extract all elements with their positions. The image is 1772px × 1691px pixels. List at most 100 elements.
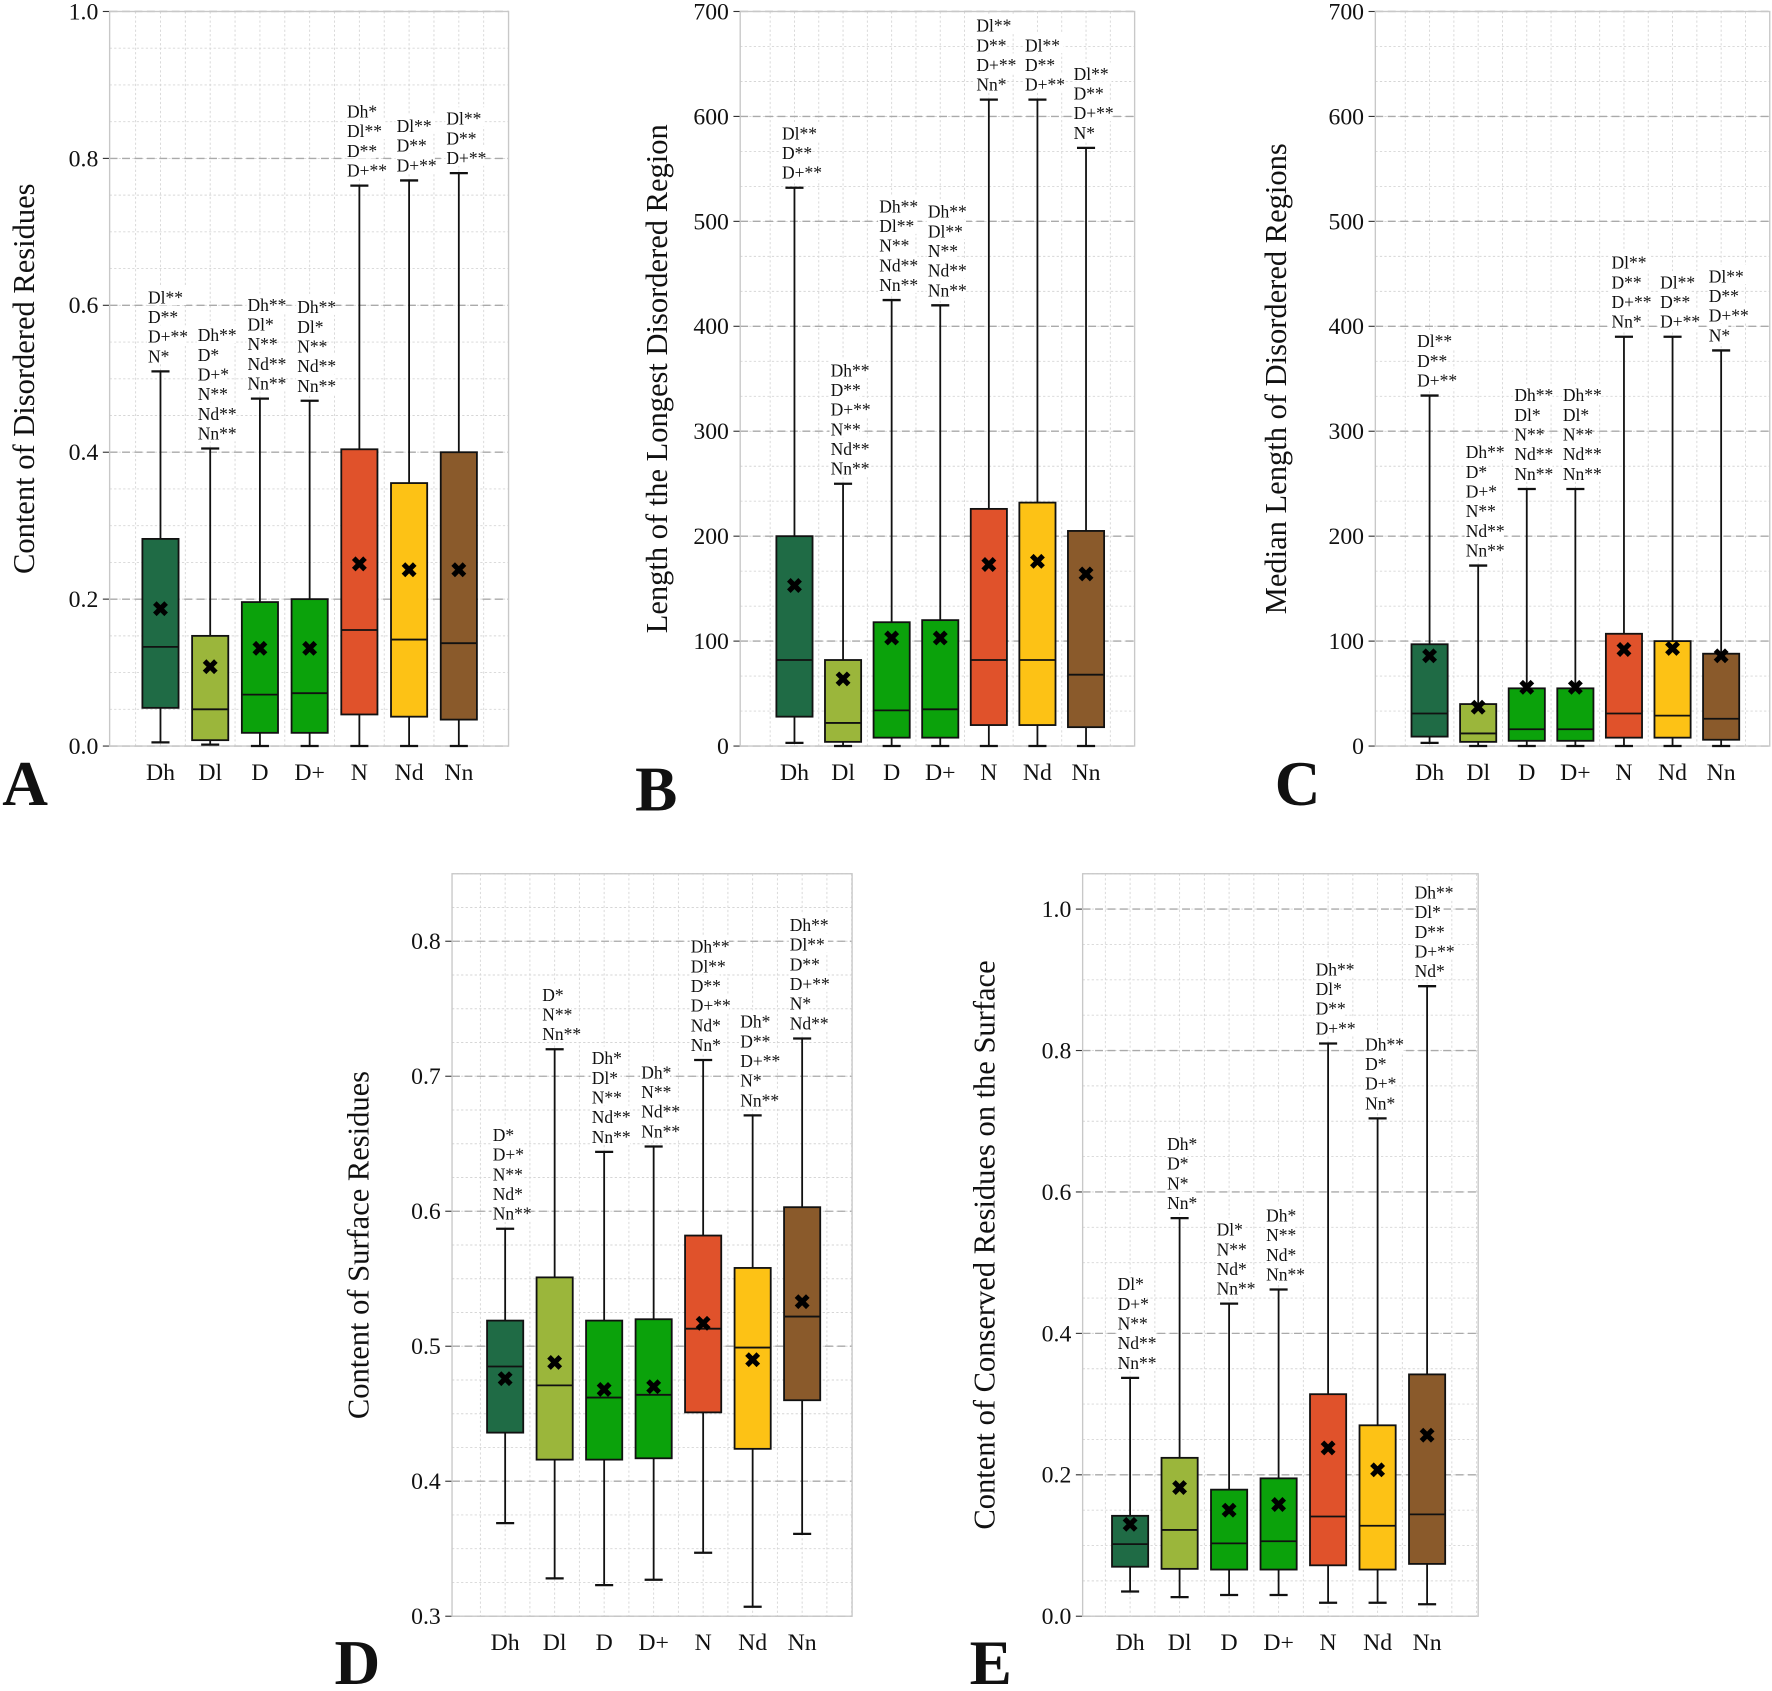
annotation-bg: [146, 305, 177, 325]
significance-annotation: Dl**: [1025, 35, 1060, 55]
y-tick-label: 700: [693, 0, 729, 25]
significance-annotation: Nn**: [879, 275, 918, 295]
annotation-bg: [1561, 462, 1602, 482]
y-tick-label: 0.2: [1042, 1463, 1072, 1489]
y-tick-label: 1.0: [1042, 897, 1072, 923]
significance-annotation: D+**: [782, 163, 822, 183]
significance-annotation: N**: [928, 241, 958, 261]
significance-annotation: Dh**: [790, 915, 829, 935]
y-axis-label: Median Length of Disordered Regions: [1259, 143, 1293, 614]
box-Nd: Dl**D**D+**: [1018, 33, 1065, 748]
annotation-bg: [196, 343, 218, 363]
y-tick-label: 0.6: [1042, 1180, 1072, 1206]
y-tick-label: 400: [693, 314, 729, 340]
annotation-bg: [926, 200, 967, 220]
significance-annotation: N**: [1466, 501, 1496, 521]
annotation-bg: [196, 422, 236, 442]
iqr-box: [439, 451, 478, 721]
annotation-bg: [1513, 442, 1553, 463]
mean-marker: [787, 578, 802, 593]
significance-annotation: D**: [1074, 84, 1104, 104]
x-tick-label: Dh: [491, 1630, 520, 1656]
significance-annotation: N**: [493, 1164, 523, 1184]
x-tick-label: D+: [925, 760, 956, 786]
box-Nn: Dh**Dl*D**D+**Nd*: [1408, 881, 1455, 1606]
significance-annotation: Nn**: [1563, 464, 1602, 484]
annotation-bg: [1364, 1072, 1395, 1092]
mean-marker: [1419, 1427, 1435, 1443]
x-tick-label: Dl: [543, 1630, 567, 1656]
significance-annotation: Dh**: [879, 196, 918, 216]
significance-annotation: Nd**: [247, 354, 286, 374]
annotation-bg: [296, 295, 336, 315]
panel-letter: D: [335, 1628, 381, 1691]
annotation-bg: [780, 161, 821, 181]
significance-annotation: D+**: [691, 996, 731, 1016]
panel-A: 0.00.20.40.60.81.0Dl**D**D+**N*DhDh**D*D…: [2, 0, 510, 819]
significance-annotation: D**: [1612, 272, 1642, 292]
significance-annotation: Nn**: [542, 1024, 581, 1044]
significance-annotation: D+**: [1417, 371, 1457, 391]
x-tick-label: D: [883, 760, 900, 786]
significance-annotation: D**: [1415, 922, 1445, 942]
iqr-box: [535, 1276, 574, 1461]
significance-annotation: N**: [641, 1082, 671, 1102]
x-tick-label: Nd: [738, 1630, 767, 1656]
annotation-bg: [1072, 62, 1112, 82]
annotation-bg: [1513, 462, 1553, 482]
significance-annotation: Dl**: [1074, 64, 1109, 84]
significance-annotation: Nd**: [1466, 521, 1505, 541]
iqr-box: [1018, 501, 1057, 726]
x-tick-label: N: [1320, 1630, 1337, 1656]
annotation-bg: [1464, 440, 1504, 461]
significance-annotation: D+**: [1415, 941, 1455, 961]
box-Nd: Dl**D**D+**: [390, 114, 437, 748]
annotation-bg: [1265, 1204, 1296, 1224]
y-tick-label: 0.8: [69, 146, 99, 172]
x-tick-label: D: [1518, 760, 1535, 786]
mean-marker: [646, 1379, 662, 1395]
annotation-bg: [246, 293, 286, 313]
annotation-bg: [1364, 1052, 1385, 1072]
significance-annotation: Dh**: [691, 937, 730, 957]
annotation-bg: [541, 1022, 581, 1043]
annotation-bg: [1314, 958, 1354, 978]
annotation-bg: [829, 378, 860, 398]
significance-annotation: Nn**: [1118, 1353, 1157, 1373]
significance-annotation: Nd**: [641, 1102, 680, 1122]
annotation-bg: [296, 335, 327, 355]
mean-marker: [1713, 648, 1729, 664]
iqr-box: [1160, 1456, 1199, 1570]
annotation-bg: [1023, 53, 1054, 73]
significance-annotation: Nd**: [790, 1013, 829, 1033]
significance-annotation: Dh**: [247, 295, 286, 315]
significance-annotation: Dl**: [1709, 266, 1744, 286]
annotation-bg: [196, 363, 227, 383]
annotation-bg: [345, 119, 386, 140]
x-tick-label: Nn: [788, 1630, 817, 1656]
y-tick-label: 0.4: [1042, 1321, 1072, 1347]
x-tick-label: N: [351, 760, 368, 786]
mean-marker: [835, 671, 851, 687]
box-D+: Dh*N**Nd**Nn**: [634, 1061, 680, 1581]
mean-marker: [202, 659, 218, 675]
x-tick-label: D: [1221, 1630, 1238, 1656]
iqr-box: [340, 448, 379, 716]
significance-annotation: D**: [740, 1031, 770, 1051]
annotation-bg: [878, 273, 918, 293]
annotation-bg: [146, 325, 187, 345]
box-Nn: Dl**D**D+**: [439, 107, 486, 748]
significance-annotation: Nd**: [592, 1107, 631, 1127]
significance-annotation: D+**: [740, 1051, 780, 1071]
annotation-bg: [1513, 403, 1544, 423]
x-tick-label: N: [980, 760, 997, 786]
significance-annotation: D**: [691, 976, 721, 996]
annotation-bg: [1610, 271, 1641, 291]
annotation-bg: [878, 214, 918, 234]
significance-annotation: Dh*: [1266, 1206, 1296, 1226]
box-Nd: Dh*D**D+**N*Nn**: [733, 1010, 780, 1608]
significance-annotation: Dh**: [1466, 442, 1505, 462]
annotation-bg: [296, 374, 336, 394]
significance-annotation: Dl*: [1217, 1220, 1243, 1240]
significance-annotation: D**: [976, 35, 1006, 55]
